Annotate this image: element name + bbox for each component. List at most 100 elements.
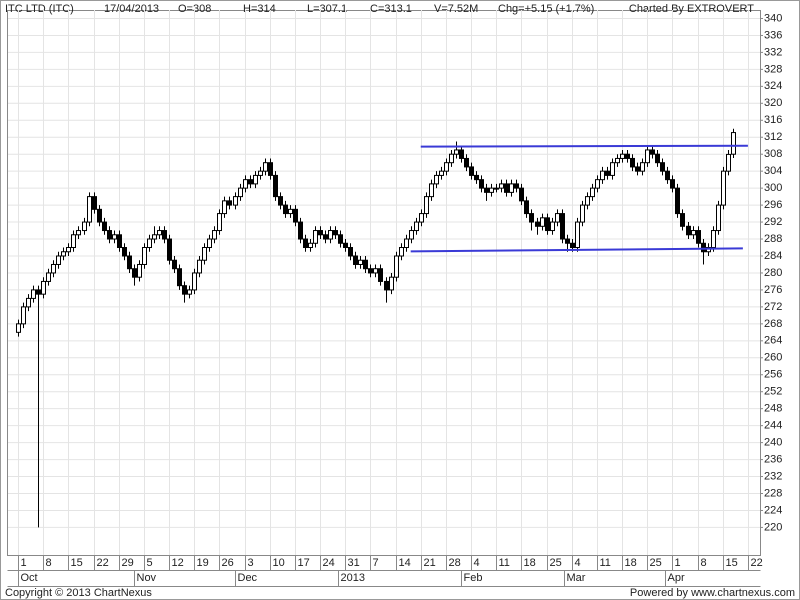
candle-body — [343, 242, 348, 249]
x-tick-label: 1 — [21, 557, 27, 569]
footer-powered: Powered by www.chartnexus.com — [630, 587, 795, 599]
y-tick-label: 248 — [764, 403, 782, 415]
y-tick-label: 240 — [764, 437, 782, 449]
candle-body — [368, 268, 373, 274]
candle-body — [353, 255, 358, 265]
x-tick-label: 15 — [726, 557, 738, 569]
candle-body — [580, 204, 585, 223]
candle-body — [227, 200, 232, 206]
header-credit: Charted By EXTROVERT — [629, 3, 754, 15]
y-tick-label: 316 — [764, 114, 782, 126]
candle-body — [248, 179, 253, 185]
candle-body — [670, 179, 675, 189]
x-tick-label: 8 — [701, 557, 707, 569]
y-tick-label: 272 — [764, 301, 782, 313]
candle-body — [660, 162, 665, 172]
candle-body — [469, 166, 474, 176]
candle-body — [610, 162, 615, 176]
candle-body — [384, 280, 389, 291]
candle-body — [51, 263, 56, 274]
candle-body — [233, 196, 238, 206]
x-tick-label: 4 — [575, 557, 581, 569]
candle-body — [313, 230, 318, 244]
candle-body — [419, 213, 424, 223]
candle-body — [585, 196, 590, 206]
candle-body — [172, 259, 177, 270]
x-tick-label: 18 — [625, 557, 637, 569]
x-tick-label: 26 — [222, 557, 234, 569]
candle-body — [87, 196, 92, 223]
candle-body — [21, 306, 26, 325]
y-tick-label: 256 — [764, 369, 782, 381]
header-title: ITC LTD (ITC) — [5, 3, 74, 15]
trend-line — [420, 144, 748, 148]
candle-body — [187, 289, 192, 295]
candle-body — [464, 157, 469, 168]
y-tick-label: 252 — [764, 386, 782, 398]
candle-body — [308, 242, 313, 249]
candle-body — [127, 255, 132, 270]
candle-body — [489, 187, 494, 193]
candle-body — [142, 247, 147, 265]
x-tick-label: 25 — [550, 557, 562, 569]
y-tick-label: 284 — [764, 250, 782, 262]
candle-body — [333, 230, 338, 236]
y-tick-label: 292 — [764, 216, 782, 228]
y-tick-label: 268 — [764, 318, 782, 330]
candle-body — [202, 247, 207, 261]
y-tick-label: 288 — [764, 233, 782, 245]
candle-body — [76, 230, 81, 236]
candle-body — [635, 166, 640, 172]
candle-body — [514, 183, 519, 189]
month-label: Nov — [137, 572, 157, 584]
candle-body — [701, 242, 706, 253]
candle-body — [545, 217, 550, 232]
candle-body — [509, 183, 514, 193]
candle-body — [338, 234, 343, 244]
candle-body — [691, 230, 696, 236]
candle-body — [152, 234, 157, 240]
candle-body — [640, 162, 645, 172]
y-tick-label: 332 — [764, 46, 782, 58]
candle-body — [399, 247, 404, 257]
x-tick-label: 18 — [524, 557, 536, 569]
candle-body — [102, 221, 107, 232]
candle-body — [197, 259, 202, 274]
x-tick-label: 22 — [97, 557, 109, 569]
x-tick-label: 15 — [71, 557, 83, 569]
candle-body — [348, 247, 353, 257]
candle-body — [665, 170, 670, 181]
y-tick-label: 312 — [764, 131, 782, 143]
candle-body — [328, 230, 333, 240]
y-tick-label: 296 — [764, 199, 782, 211]
candle-body — [273, 174, 278, 198]
candle-body — [605, 170, 610, 176]
y-tick-label: 324 — [764, 80, 782, 92]
candle-body — [615, 157, 620, 164]
month-label: Apr — [668, 572, 685, 584]
x-tick-label: 14 — [399, 557, 411, 569]
x-tick-label: 11 — [499, 557, 510, 569]
candle-body — [394, 255, 399, 278]
candle-body — [167, 238, 172, 261]
y-tick-label: 280 — [764, 267, 782, 279]
candle-body — [222, 200, 227, 215]
candle-body — [238, 187, 243, 198]
candle-body — [363, 259, 368, 270]
month-label: Oct — [21, 572, 38, 584]
candle-body — [182, 285, 187, 295]
candle-body — [479, 179, 484, 189]
month-label: Feb — [464, 572, 483, 584]
candle-body — [499, 183, 504, 189]
candle-body — [575, 221, 580, 249]
candle-body — [570, 242, 575, 249]
candle-body — [71, 234, 76, 249]
header-high: H=314 — [243, 3, 276, 15]
candle-body — [147, 238, 152, 249]
month-label: Mar — [567, 572, 586, 584]
x-tick-label: 1 — [675, 557, 681, 569]
candle-body — [540, 217, 545, 227]
header-close: C=313.1 — [370, 3, 412, 15]
y-tick-label: 320 — [764, 97, 782, 109]
